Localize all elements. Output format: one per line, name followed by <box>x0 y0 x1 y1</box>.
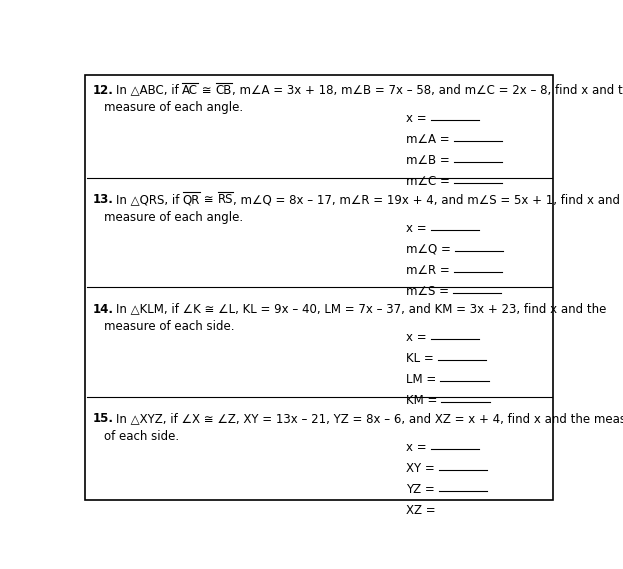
Text: In △XYZ, if ∠X ≅ ∠Z, XY = 13x – 21, YZ = 8x – 6, and XZ = x + 4, find x and the : In △XYZ, if ∠X ≅ ∠Z, XY = 13x – 21, YZ =… <box>116 412 623 425</box>
Text: , m∠Q = 8x – 17, m∠R = 19x + 4, and m∠S = 5x + 1, find x and the: , m∠Q = 8x – 17, m∠R = 19x + 4, and m∠S … <box>233 193 623 206</box>
Text: of each side.: of each side. <box>105 430 179 443</box>
Text: LM =: LM = <box>406 373 437 386</box>
Text: In △QRS, if: In △QRS, if <box>116 193 183 206</box>
Text: m∠Q =: m∠Q = <box>406 242 451 255</box>
Text: x =: x = <box>406 331 427 344</box>
Text: KM =: KM = <box>406 394 437 407</box>
Text: measure of each angle.: measure of each angle. <box>105 211 244 224</box>
Text: m∠C =: m∠C = <box>406 175 450 188</box>
Text: RS: RS <box>217 193 233 206</box>
Text: , m∠A = 3x + 18, m∠B = 7x – 58, and m∠C = 2x – 8, find x and the: , m∠A = 3x + 18, m∠B = 7x – 58, and m∠C … <box>232 84 623 97</box>
Text: x =: x = <box>406 112 427 125</box>
Text: measure of each side.: measure of each side. <box>105 320 235 333</box>
Text: In △KLM, if ∠K ≅ ∠L, KL = 9x – 40, LM = 7x – 37, and KM = 3x + 23, find x and th: In △KLM, if ∠K ≅ ∠L, KL = 9x – 40, LM = … <box>116 303 606 316</box>
Text: m∠R =: m∠R = <box>406 263 450 277</box>
Text: YZ =: YZ = <box>406 483 435 496</box>
Text: KL =: KL = <box>406 352 434 365</box>
Text: AC: AC <box>182 84 198 97</box>
Text: 13.: 13. <box>92 193 113 206</box>
Text: 15.: 15. <box>92 412 113 425</box>
Text: CB: CB <box>216 84 232 97</box>
Text: measure of each angle.: measure of each angle. <box>105 101 244 114</box>
Text: m∠A =: m∠A = <box>406 133 450 146</box>
Text: XY =: XY = <box>406 461 435 475</box>
Text: ≅: ≅ <box>200 193 217 206</box>
Text: m∠B =: m∠B = <box>406 154 450 167</box>
Text: ≅: ≅ <box>198 84 216 97</box>
Text: m∠S =: m∠S = <box>406 284 449 298</box>
Text: XZ =: XZ = <box>406 504 436 517</box>
Text: QR: QR <box>183 193 200 206</box>
Text: 12.: 12. <box>92 84 113 97</box>
Text: x =: x = <box>406 440 427 453</box>
Text: In △ABC, if: In △ABC, if <box>116 84 182 97</box>
Text: x =: x = <box>406 222 427 234</box>
Text: 14.: 14. <box>92 303 113 316</box>
